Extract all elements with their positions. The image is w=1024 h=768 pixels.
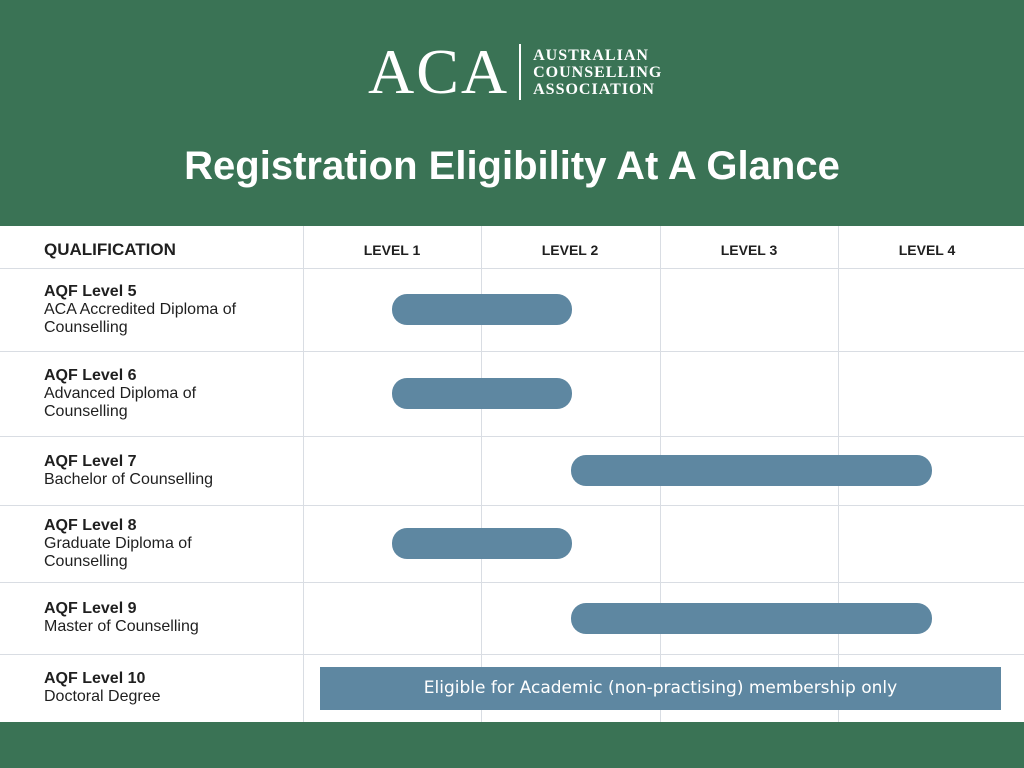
eligibility-bar (392, 528, 572, 559)
grid-row-line (0, 351, 1024, 352)
row-qualification-name: Master of Counselling (44, 618, 199, 635)
row-label: AQF Level 6 Advanced Diploma of Counsellin… (44, 367, 294, 421)
row-qualification-name: Bachelor of Counselling (44, 471, 213, 488)
row-qualification-name: Counselling (44, 319, 128, 336)
row-qualification-name: Advanced Diploma of (44, 385, 197, 402)
row-label: AQF Level 10 Doctoral Degree (44, 670, 294, 706)
aca-logo: ACA AUSTRALIAN COUNSELLING ASSOCIATION (368, 36, 662, 107)
logo-line-1: AUSTRALIAN (533, 46, 649, 64)
header: ACA AUSTRALIAN COUNSELLING ASSOCIATION R… (0, 0, 1024, 226)
logo-line-2: COUNSELLING (533, 63, 663, 81)
row-qualification-name: Doctoral Degree (44, 688, 161, 705)
grid-row-line (0, 505, 1024, 506)
eligibility-bar (392, 378, 572, 409)
logo-mark: ACA (368, 36, 510, 107)
eligibility-table: QUALIFICATION LEVEL 1 LEVEL 2 LEVEL 3 LEVEL… (0, 226, 1024, 722)
grid-row-line (0, 436, 1024, 437)
grid-column-line (481, 226, 482, 722)
row-level-label: AQF Level 6 (44, 367, 137, 384)
row-level-label: AQF Level 5 (44, 283, 137, 300)
column-header-qualification: QUALIFICATION (44, 240, 176, 259)
row-qualification-name: Counselling (44, 553, 128, 570)
column-header-level-2: LEVEL 2 (541, 242, 599, 258)
logo-line-3: ASSOCIATION (533, 80, 655, 98)
eligibility-bar (571, 455, 932, 486)
row-level-label: AQF Level 8 (44, 517, 137, 534)
grid-row-line (0, 268, 1024, 269)
row-qualification-name: Counselling (44, 403, 128, 420)
row-label: AQF Level 7 Bachelor of Counselling (44, 453, 294, 489)
row-level-label: AQF Level 7 (44, 453, 137, 470)
grid-column-line (303, 226, 304, 722)
eligibility-bar (392, 294, 572, 325)
column-header-level-3: LEVEL 3 (720, 242, 778, 258)
row-level-label: AQF Level 9 (44, 600, 137, 617)
eligibility-bar (571, 603, 932, 634)
row-qualification-name: Graduate Diploma of (44, 535, 192, 552)
grid-row-line (0, 654, 1024, 655)
row-level-label: AQF Level 10 (44, 670, 146, 687)
column-header-level-4: LEVEL 4 (898, 242, 956, 258)
column-header-level-1: LEVEL 1 (363, 242, 421, 258)
footer-band (0, 722, 1024, 768)
academic-membership-banner: Eligible for Academic (non-practising) m… (320, 667, 1001, 710)
logo-wordmark: AUSTRALIAN COUNSELLING ASSOCIATION (533, 47, 662, 98)
row-label: AQF Level 8 Graduate Diploma of Counsellin… (44, 517, 294, 571)
row-label: AQF Level 9 Master of Counselling (44, 600, 294, 636)
grid-row-line (0, 582, 1024, 583)
logo-divider (519, 44, 522, 100)
row-label: AQF Level 5 ACA Accredited Diploma of Coun… (44, 283, 294, 337)
page-title: Registration Eligibility At A Glance (184, 144, 840, 188)
row-qualification-name: ACA Accredited Diploma of (44, 301, 237, 318)
